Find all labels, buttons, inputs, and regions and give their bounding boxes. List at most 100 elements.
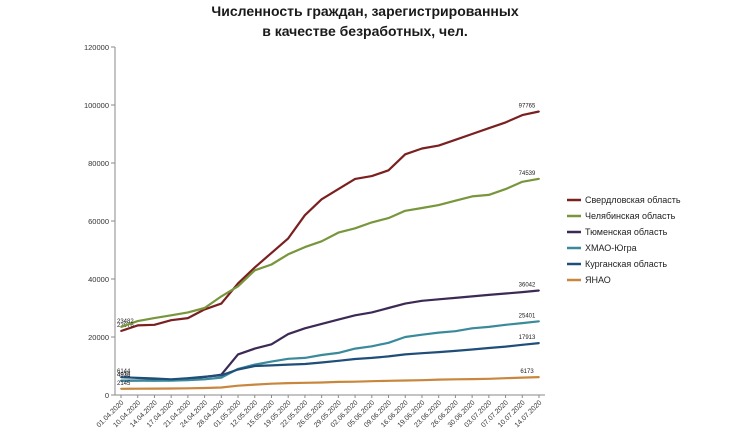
data-point [387,355,390,358]
data-point [538,289,540,292]
series-line [120,289,540,382]
data-point [270,263,273,266]
data-point [354,178,356,180]
data-point [370,311,373,314]
data-point [337,231,340,234]
data-point [454,330,457,333]
data-point [220,376,223,379]
data-point [521,114,524,117]
data-point [287,363,290,366]
data-point [387,307,390,309]
data-point [120,326,122,328]
data-point [253,365,256,367]
data-point [304,327,306,330]
data-point [437,204,440,206]
data-point [170,378,173,381]
data-point [354,358,356,360]
data-point [186,311,189,314]
data-point [387,341,390,344]
y-tick-label: 0 [105,391,109,400]
data-label: 2145 [117,381,131,387]
legend-item: Челябинская область [567,211,676,221]
data-label: 6173 [520,369,534,375]
data-point [203,307,206,309]
data-point [304,214,306,217]
data-point [504,345,507,348]
legend-label: Тюменская область [585,227,668,237]
data-point [186,377,189,380]
data-point [136,320,139,322]
data-point [437,144,440,147]
data-point [404,302,407,305]
data-point [237,282,239,285]
data-point [136,376,139,379]
y-tick-label: 100000 [84,101,109,110]
data-point [471,348,474,351]
data-label: 23482 [117,319,134,325]
data-label: 17913 [519,335,536,341]
legend-label: Курганская область [585,259,667,269]
data-point [253,266,256,269]
data-point [437,298,440,301]
data-point [437,351,440,353]
data-point [153,387,156,390]
data-point [487,347,490,349]
data-point [404,336,407,338]
data-point [354,380,356,383]
data-point [237,368,239,371]
data-point [538,376,540,378]
data-point [471,133,474,135]
legend-label: Свердловская область [585,195,681,205]
series-2: 23482 74539 [117,171,540,328]
data-point [270,252,273,254]
data-point [270,360,273,363]
data-point [471,195,474,198]
series-line [120,110,540,333]
data-point [538,320,540,323]
data-point [487,294,490,296]
data-point [454,296,457,299]
legend-item: Тюменская область [567,227,668,237]
data-point [454,138,457,141]
data-point [487,127,490,130]
data-point [437,331,440,334]
data-point [504,377,507,380]
data-point [487,325,490,328]
data-point [304,356,306,359]
data-point [504,188,507,191]
data-point [337,359,340,362]
y-tick-label: 60000 [88,217,109,226]
data-point [153,379,156,382]
data-point [421,147,423,150]
data-point [287,237,290,240]
data-point [203,378,206,381]
data-point [437,378,440,381]
data-point [170,319,173,322]
legend: Свердловская область Челябинская область Т… [567,195,681,285]
data-label: 4916 [117,373,131,379]
data-point [237,384,239,387]
data-point [320,198,323,201]
data-point [404,153,407,156]
data-point [538,110,540,113]
data-point [203,387,206,389]
data-point [454,378,457,381]
data-label: 6144 [117,369,131,375]
data-point [220,374,223,377]
data-point [186,317,189,320]
legend-label: ЯНАО [585,275,611,285]
data-point [354,347,356,350]
data-point [521,180,524,183]
data-point [253,383,256,386]
data-point [387,379,390,382]
data-point [370,356,373,359]
y-tick-label: 120000 [84,43,109,52]
data-point [538,342,540,344]
data-point [203,375,206,378]
data-point [304,381,306,384]
data-point [404,209,407,212]
data-point [320,381,323,384]
data-point [120,376,122,379]
